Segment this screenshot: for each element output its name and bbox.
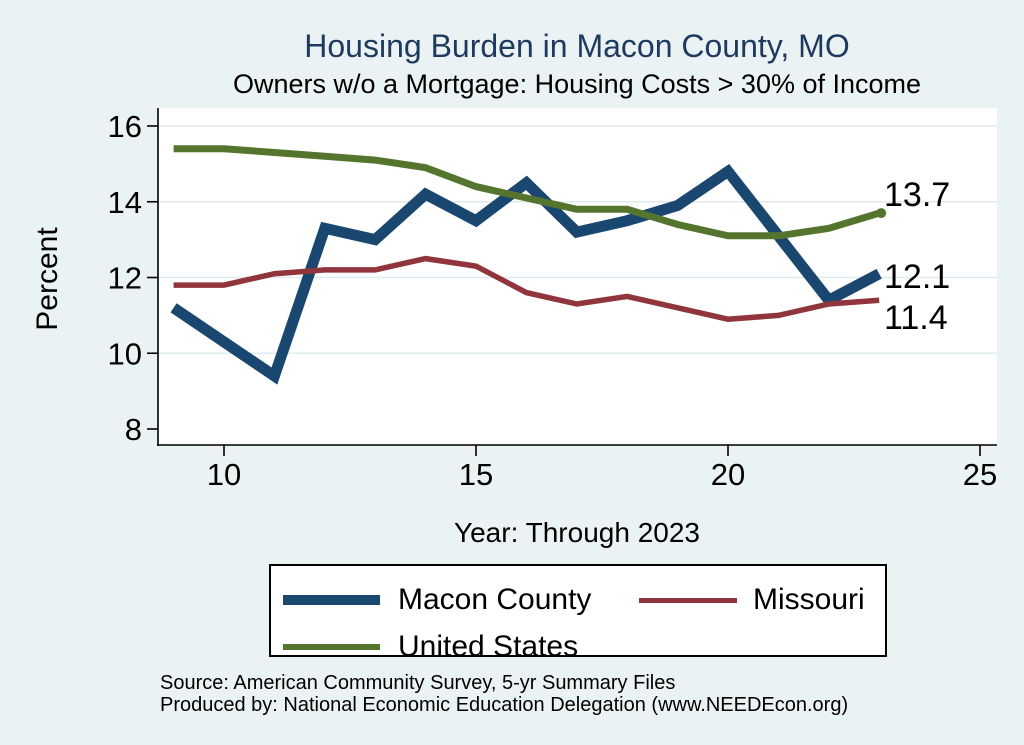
y-tick-label-10: 10 (108, 336, 142, 371)
legend-label-united-states: United States (398, 630, 579, 663)
legend-box: Macon County Missouri United States (269, 564, 887, 663)
y-axis-title: Percent (31, 227, 64, 331)
chart-subtitle: Owners w/o a Mortgage: Housing Costs > 3… (232, 69, 922, 99)
x-tick-label-20: 20 (711, 457, 745, 492)
series-end-marker-united-states (876, 208, 887, 219)
series-line-missouri (173, 255, 880, 322)
plot-background (158, 108, 997, 445)
legend-swatch-macon-county (283, 595, 380, 605)
x-tick-label-15: 15 (459, 457, 493, 492)
series-line-united-states (173, 145, 881, 240)
y-tick-label-16: 16 (108, 109, 142, 144)
end-label-united-states: 13.7 (884, 176, 951, 214)
y-tick-label-14: 14 (108, 185, 142, 220)
legend-label-macon-county: Macon County (398, 583, 592, 616)
end-label-missouri: 11.4 (884, 299, 948, 337)
source-note: Source: American Community Survey, 5-yr … (160, 672, 848, 716)
legend-swatch-missouri (639, 597, 737, 603)
end-label-macon-county: 12.1 (884, 258, 951, 296)
legend-swatch-united-states (283, 644, 380, 650)
legend-item-missouri: Missouri (639, 583, 865, 617)
source-line-1: Source: American Community Survey, 5-yr … (160, 672, 676, 694)
legend-item-macon-county: Macon County (283, 583, 591, 617)
x-axis-title: Year: Through 2023 (454, 517, 700, 548)
y-tick-label-8: 8 (125, 412, 142, 447)
y-tick-label-12: 12 (108, 261, 142, 296)
x-tick-label-10: 10 (207, 457, 241, 492)
x-tick-label-25: 25 (963, 457, 997, 492)
legend-item-united-states: United States (283, 630, 578, 664)
legend-label-missouri: Missouri (753, 583, 865, 616)
series-line-macon-county (170, 163, 882, 385)
chart-title: Housing Burden in Macon County, MO (304, 28, 850, 64)
source-line-2: Produced by: National Economic Education… (160, 694, 849, 716)
